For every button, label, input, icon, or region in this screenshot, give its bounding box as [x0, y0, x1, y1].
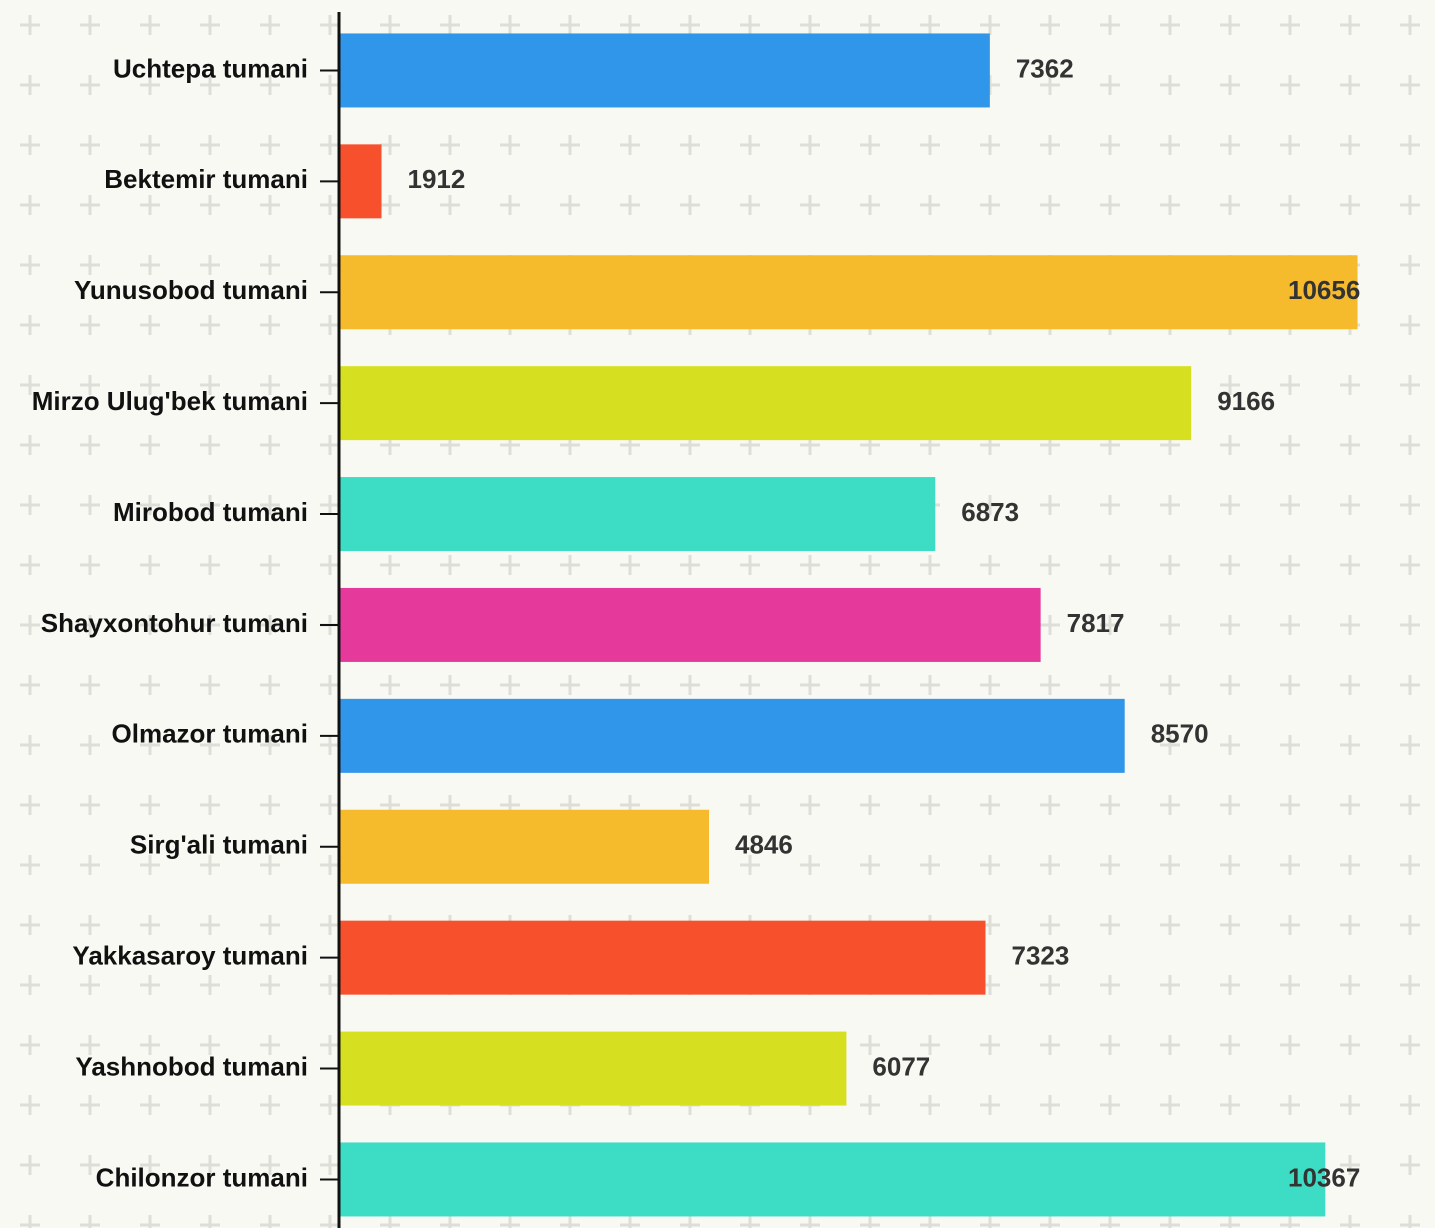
value-label: 9166 — [1217, 386, 1275, 416]
value-label: 4846 — [735, 830, 793, 860]
value-label: 8570 — [1151, 719, 1209, 749]
bar — [340, 144, 382, 219]
value-label: 7323 — [1012, 941, 1070, 971]
bar — [340, 809, 710, 884]
value-label: 7817 — [1067, 608, 1125, 638]
value-label: 10367 — [1288, 1162, 1360, 1192]
bar — [340, 477, 936, 552]
bar — [340, 366, 1192, 441]
bar — [340, 1142, 1326, 1217]
value-label: 10656 — [1288, 275, 1360, 305]
bar — [340, 920, 986, 995]
bar — [340, 587, 1041, 662]
y-tick-label: Olmazor tumani — [112, 719, 308, 749]
value-label: 7362 — [1016, 53, 1074, 83]
y-tick-label: Chilonzor tumani — [96, 1162, 308, 1192]
y-tick-label: Yashnobod tumani — [75, 1051, 308, 1081]
y-tick-label: Uchtepa tumani — [113, 53, 308, 83]
y-tick-label: Yunusobod tumani — [74, 275, 308, 305]
bar — [340, 1031, 847, 1106]
bar — [340, 33, 990, 108]
y-tick-label: Bektemir tumani — [104, 164, 308, 194]
y-tick-label: Mirzo Ulug'bek tumani — [32, 386, 308, 416]
value-label: 6873 — [961, 497, 1019, 527]
y-tick-label: Sirg'ali tumani — [130, 830, 308, 860]
bar — [340, 698, 1125, 773]
y-tick-label: Yakkasaroy tumani — [72, 941, 308, 971]
value-label: 6077 — [872, 1051, 930, 1081]
y-tick-label: Shayxontohur tumani — [41, 608, 308, 638]
y-tick-label: Mirobod tumani — [113, 497, 308, 527]
bar — [340, 255, 1358, 330]
value-label: 1912 — [408, 164, 466, 194]
